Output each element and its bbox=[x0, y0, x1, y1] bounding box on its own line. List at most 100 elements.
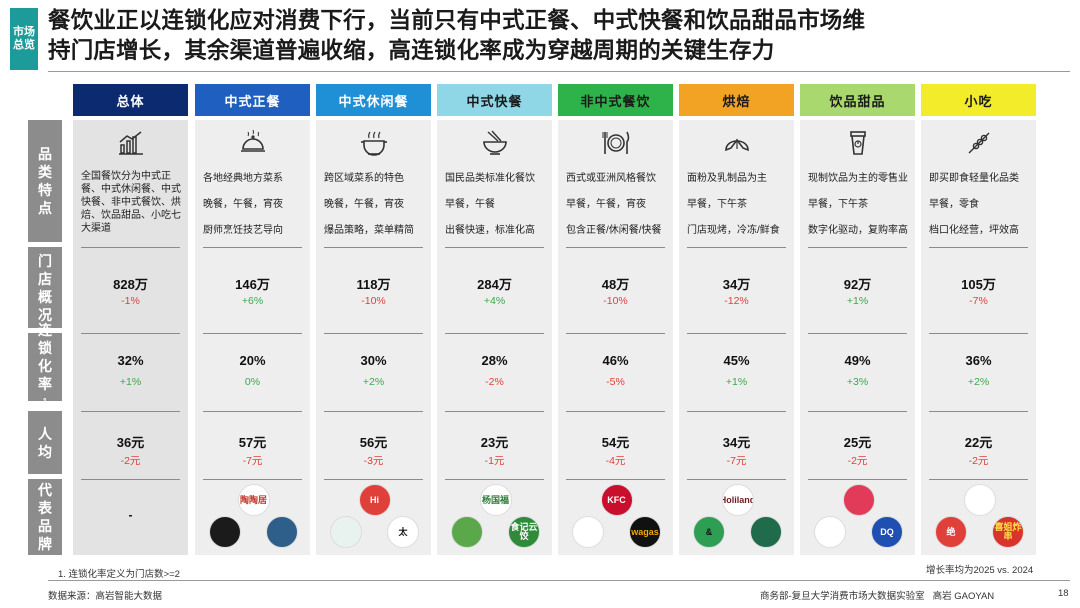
stores-value: 105万 bbox=[961, 277, 996, 292]
column-divider bbox=[81, 479, 180, 480]
avg-spend-value: 22元 bbox=[964, 435, 993, 450]
avg-spend-value: 54元 bbox=[601, 435, 630, 450]
column-feature-line: 早餐，零食 bbox=[929, 199, 979, 210]
column-feature-line: 早餐，午餐 bbox=[445, 199, 495, 210]
column-divider bbox=[445, 479, 544, 480]
column-header-5: 烘焙 bbox=[679, 84, 794, 116]
avg-spend-change: -7元 bbox=[242, 455, 263, 467]
bar-chart-icon bbox=[116, 128, 146, 158]
column-divider bbox=[808, 333, 907, 334]
column-feature-line: 出餐快速，标准化高 bbox=[445, 225, 535, 236]
brand-logo: & bbox=[693, 516, 725, 548]
brand-logo: wagas bbox=[629, 516, 661, 548]
stores-change: -10% bbox=[603, 295, 628, 307]
column-divider bbox=[566, 479, 665, 480]
column-feature-line: 现制饮品为主的零售业 bbox=[808, 173, 908, 184]
brand-logo: KFC bbox=[600, 484, 633, 516]
column-body-5 bbox=[679, 120, 794, 555]
column-divider bbox=[687, 333, 786, 334]
brand-logo: 太 bbox=[387, 516, 419, 548]
column-body-4 bbox=[558, 120, 673, 555]
avg-spend-value: 25元 bbox=[843, 435, 872, 450]
column-divider bbox=[566, 247, 665, 248]
column-feature-line: 晚餐，午餐，宵夜 bbox=[324, 199, 404, 210]
stores-change: +6% bbox=[241, 295, 264, 307]
stores-value: 92万 bbox=[843, 277, 872, 292]
chain-rate-value: 45% bbox=[723, 353, 750, 368]
row-label-chain-rate-sup: 1 bbox=[42, 396, 48, 406]
fork-knife-plate-icon bbox=[601, 128, 631, 158]
brand-logo bbox=[814, 516, 846, 548]
column-divider bbox=[687, 411, 786, 412]
column-divider bbox=[929, 411, 1028, 412]
column-feature-line: 包含正餐/休闲餐/快餐 bbox=[566, 225, 662, 236]
avg-spend-value: 57元 bbox=[238, 435, 267, 450]
column-header-4: 非中式餐饮 bbox=[558, 84, 673, 116]
brand-logo: 食记云饺 bbox=[508, 516, 540, 548]
stores-value: 48万 bbox=[601, 277, 630, 292]
brand-logo: Hi bbox=[358, 484, 391, 516]
avg-spend-value: 36元 bbox=[116, 435, 145, 450]
brand-logo bbox=[750, 516, 782, 548]
stores-value: 284万 bbox=[477, 277, 512, 292]
brand-logo bbox=[451, 516, 483, 548]
title-divider bbox=[48, 71, 1070, 72]
column-divider bbox=[929, 479, 1028, 480]
column-divider bbox=[929, 247, 1028, 248]
drink-cup-icon bbox=[843, 128, 873, 158]
brand-logo: DQ bbox=[871, 516, 903, 548]
section-tag: 市场 总览 bbox=[10, 8, 38, 70]
column-divider bbox=[324, 247, 423, 248]
column-body-3 bbox=[437, 120, 552, 555]
row-label-chain-rate-text: 连锁化率 1 bbox=[37, 321, 53, 414]
chain-rate-change: +1% bbox=[725, 376, 748, 388]
hotpot-icon bbox=[359, 128, 389, 158]
chain-rate-change: -2% bbox=[485, 376, 504, 388]
column-body-7 bbox=[921, 120, 1036, 555]
avg-spend-change: -3元 bbox=[363, 455, 384, 467]
stores-change: -7% bbox=[969, 295, 988, 307]
brand-logo: Holiland bbox=[721, 484, 754, 516]
page-title: 餐饮业正以连锁化应对消费下行，当前只有中式正餐、中式快餐和饮品甜品市场维 持门店… bbox=[48, 6, 1068, 66]
column-divider bbox=[445, 411, 544, 412]
stores-value: 828万 bbox=[113, 277, 148, 292]
row-label-avg-spend: 人均 bbox=[28, 411, 62, 474]
stores-change: -12% bbox=[724, 295, 749, 307]
column-divider bbox=[808, 247, 907, 248]
title-line-2: 持门店增长，其余渠道普遍收缩，高连锁化率成为穿越周期的关键生存力 bbox=[48, 38, 775, 63]
chain-rate-value: 30% bbox=[360, 353, 387, 368]
column-feature-line: 门店现烤，冷冻/鲜食 bbox=[687, 225, 780, 236]
brand-logo bbox=[963, 484, 996, 516]
column-divider bbox=[445, 247, 544, 248]
brand-logo bbox=[209, 516, 241, 548]
column-feature-line: 厨师烹饪技艺导向 bbox=[203, 225, 283, 236]
column-feature-line: 档口化经营，坪效高 bbox=[929, 225, 1019, 236]
stores-change: +4% bbox=[483, 295, 506, 307]
stores-change: -1% bbox=[121, 295, 140, 307]
chain-rate-value: 46% bbox=[602, 353, 629, 368]
row-label-chain-rate-chars: 连锁化率 bbox=[38, 321, 52, 392]
column-divider bbox=[324, 411, 423, 412]
brand-placeholder: - bbox=[128, 508, 133, 522]
column-feature-line: 各地经典地方菜系 bbox=[203, 173, 283, 184]
row-label-brands: 代表品牌 bbox=[28, 479, 62, 555]
avg-spend-value: 56元 bbox=[359, 435, 388, 450]
column-feature-line: 晚餐，午餐，宵夜 bbox=[203, 199, 283, 210]
column-feature-line: 早餐，下午茶 bbox=[808, 199, 868, 210]
growth-note: 增长率均为2025 vs. 2024 bbox=[926, 565, 1034, 576]
noodle-bowl-icon bbox=[480, 128, 510, 158]
column-feature-line: 国民品类标准化餐饮 bbox=[445, 173, 535, 184]
brand-logo: 陶陶居 bbox=[237, 484, 270, 516]
column-divider bbox=[324, 479, 423, 480]
column-divider bbox=[324, 333, 423, 334]
brand-logo bbox=[572, 516, 604, 548]
avg-spend-change: -4元 bbox=[605, 455, 626, 467]
avg-spend-change: -2元 bbox=[120, 455, 141, 467]
stores-value: 118万 bbox=[356, 277, 391, 292]
row-label-brands-text: 代表品牌 bbox=[38, 482, 52, 552]
column-header-6: 饮品甜品 bbox=[800, 84, 915, 116]
column-feature-line: 面粉及乳制品为主 bbox=[687, 173, 767, 184]
row-label-features: 品类特点 bbox=[28, 120, 62, 242]
row-label-chain-rate: 连锁化率 1 bbox=[28, 322, 62, 406]
column-body-6 bbox=[800, 120, 915, 555]
